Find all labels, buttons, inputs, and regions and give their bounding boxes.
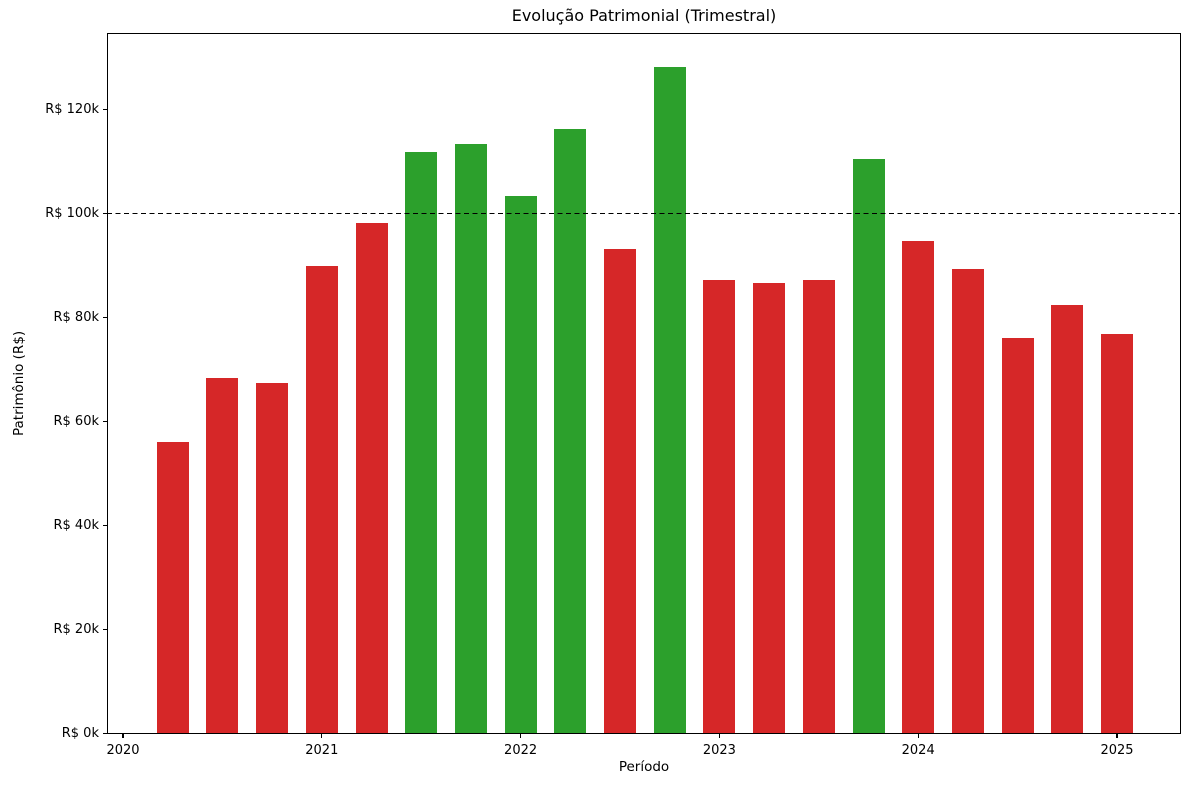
bar-2022-Q4 [653,66,686,734]
y-tick-label: R$ 0k [61,726,99,741]
x-tick-mark [718,734,720,739]
bar-2022-Q3 [604,248,636,734]
y-tick-label: R$ 100k [45,205,99,221]
y-tick-mark [103,420,107,423]
y-tick-mark [103,732,107,735]
y-tick-label: R$ 40k [53,517,99,533]
bar-2023-Q1 [703,280,736,734]
bar-2020-Q2 [156,442,189,734]
y-tick-mark [103,524,107,527]
bar-2024-Q2 [951,269,984,734]
y-tick-label: R$ 80k [53,309,99,325]
y-tick-label: R$ 120k [45,101,99,117]
bar-2021-Q3 [405,151,438,734]
reference-line-100k [107,212,1181,215]
x-tick-mark [122,734,124,739]
bar-2023-Q4 [852,158,885,734]
x-tick-label: 2025 [1100,743,1134,758]
x-axis-label: Período [618,759,670,775]
bar-2022-Q2 [554,128,587,734]
x-tick-label: 2022 [504,743,538,758]
bar-2023-Q2 [753,282,786,734]
y-tick-mark [103,212,107,215]
x-tick-mark [321,734,323,739]
bar-2020-Q4 [256,382,289,734]
y-tick-mark [103,628,107,631]
x-tick-label: 2024 [901,743,935,758]
y-tick-label: R$ 60k [53,413,99,429]
x-tick-label: 2020 [106,743,140,758]
x-tick-mark [1116,734,1118,739]
y-tick-mark [103,108,107,111]
bar-2022-Q1 [504,195,537,734]
x-tick-label: 2021 [305,743,339,758]
bar-2021-Q4 [454,143,487,734]
bar-2021-Q2 [355,222,388,734]
bar-2023-Q3 [802,280,835,734]
y-tick-mark [103,316,107,319]
x-tick-mark [917,734,919,739]
bar-2025-Q1 [1101,334,1133,734]
y-tick-label: R$ 20k [53,621,99,637]
x-tick-label: 2023 [702,743,736,758]
x-tick-mark [520,734,522,739]
bar-2021-Q1 [305,265,338,734]
chart-title: Evolução Patrimonial (Trimestral) [511,6,777,25]
bar-2024-Q1 [902,241,935,734]
bar-2024-Q3 [1001,337,1034,734]
bar-2024-Q4 [1051,304,1084,734]
bar-2020-Q3 [206,377,239,734]
